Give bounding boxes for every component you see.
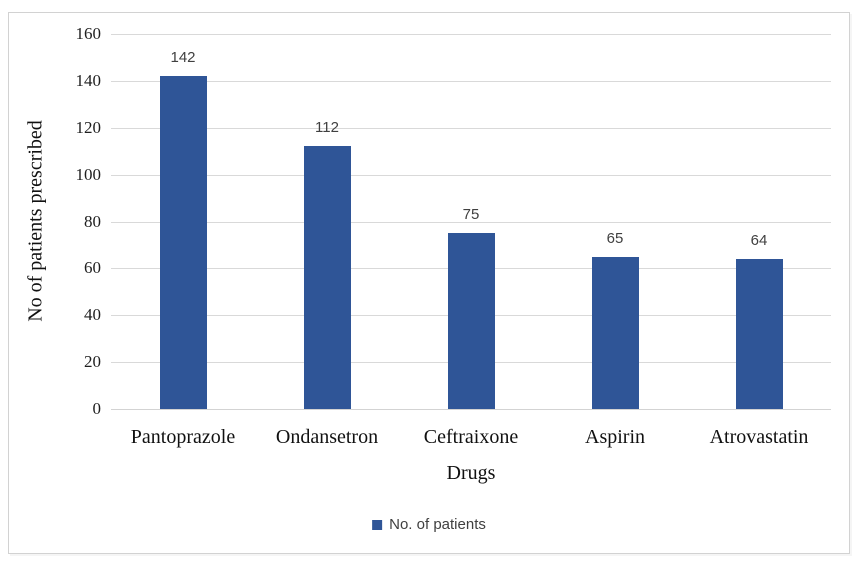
- bar-ondansetron: [303, 146, 351, 409]
- y-tick-label: 100: [75, 164, 102, 184]
- y-tick-label: 0: [92, 399, 102, 418]
- bar-chart-figure: 0 20 40 60 80 100 120 140 160 142 112 75 65 64 Panto…: [8, 12, 850, 554]
- bar-data-label: 112: [315, 119, 339, 136]
- category-label-atrovastatin: Atrovastatin: [709, 426, 809, 448]
- bar-pantoprazole: [159, 76, 207, 409]
- bar-atrovastatin: [735, 259, 783, 409]
- legend-label: No. of patients: [389, 516, 486, 533]
- category-label-aspirin: Aspirin: [585, 426, 645, 448]
- bar-data-label: 64: [750, 232, 768, 249]
- y-tick-label: 120: [75, 117, 102, 137]
- y-tick-label: 20: [84, 352, 101, 372]
- gridline: [111, 221, 831, 223]
- x-axis-title: Drugs: [446, 462, 496, 484]
- y-tick-label: 40: [84, 305, 101, 325]
- legend: No. of patients: [372, 516, 486, 534]
- gridline: [111, 127, 831, 129]
- y-tick-label: 80: [84, 211, 101, 231]
- x-axis-line: [111, 409, 831, 410]
- category-label-pantoprazole: Pantoprazole: [130, 426, 236, 448]
- category-label-ceftraixone: Ceftraixone: [423, 426, 519, 448]
- y-tick-label: 60: [84, 258, 101, 278]
- gridline: [111, 80, 831, 82]
- gridline: [111, 34, 831, 35]
- bar-aspirin: [591, 257, 639, 409]
- bar-data-label: 75: [462, 206, 480, 223]
- gridline: [111, 174, 831, 176]
- bar-ceftraixone: [447, 233, 495, 409]
- legend-swatch-icon: [372, 520, 383, 530]
- bar-data-label: 65: [606, 230, 624, 247]
- y-tick-label: 140: [75, 70, 102, 90]
- bar-data-label: 142: [170, 49, 196, 66]
- category-label-ondansetron: Ondansetron: [275, 426, 379, 448]
- y-tick-label: 160: [75, 24, 102, 43]
- y-axis-title: No of patients prescribed: [24, 120, 47, 322]
